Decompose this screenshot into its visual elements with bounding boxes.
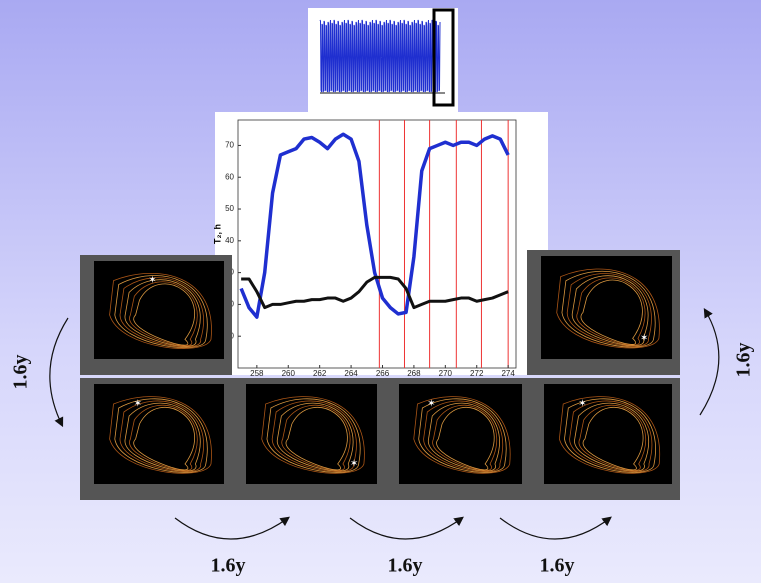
- step-label: 1.6y: [733, 343, 755, 378]
- attractor-curve: [561, 270, 656, 348]
- series-line: [241, 275, 509, 310]
- state-star: ✶: [578, 399, 586, 410]
- y-tick-label: 50: [225, 204, 234, 213]
- attractor-curve: [124, 279, 201, 347]
- state-star: ✶: [350, 459, 358, 470]
- state-star: ✶: [427, 399, 435, 410]
- attractor-curve: [413, 396, 511, 474]
- attractor-curve: [556, 268, 660, 349]
- attractor-curve: [428, 402, 500, 472]
- attractor-curve: [133, 406, 195, 471]
- state-star: ✶: [134, 399, 142, 410]
- step-label: 1.6y: [10, 355, 32, 390]
- arrows: [49, 307, 720, 540]
- x-tick-label: 260: [282, 369, 296, 378]
- y-tick-label: 40: [225, 236, 234, 245]
- attractor-curve: [582, 406, 644, 471]
- attractor-curve: [119, 277, 204, 348]
- attractor-curve: [271, 400, 357, 472]
- attractor-curve: [133, 283, 195, 346]
- attractor-curve: [114, 275, 208, 349]
- attractor-curve: [277, 402, 354, 472]
- attractor-curve: [266, 398, 361, 473]
- attractor-curve: [423, 400, 503, 472]
- attractor-curve: [129, 281, 198, 347]
- attractor-curve: [558, 396, 661, 474]
- x-tick-label: 272: [470, 369, 484, 378]
- attractor-curve: [109, 273, 212, 349]
- attractor-curve: [432, 404, 497, 471]
- attractor-curve: [569, 400, 653, 472]
- x-tick-label: 266: [376, 369, 390, 378]
- step-label: 1.6y: [211, 555, 246, 577]
- x-tick-label: 268: [407, 369, 421, 378]
- state-star: ✶: [640, 333, 648, 344]
- chart-background: [215, 112, 548, 375]
- series-line: [239, 132, 510, 319]
- attractor-curve: [436, 406, 495, 471]
- attractor-curve: [418, 398, 507, 473]
- chart: 2582602622642662682702722741020304050607…: [212, 119, 517, 387]
- x-tick-label: 264: [344, 369, 358, 378]
- y-axis-label: T₂, h: [212, 224, 222, 244]
- x-tick-label: 258: [250, 369, 264, 378]
- state-star: ✶: [148, 275, 156, 286]
- attractor-curve: [572, 275, 649, 346]
- attractor-curve: [129, 404, 198, 471]
- attractor-curve: [114, 398, 208, 473]
- x-tick-label: 274: [501, 369, 515, 378]
- attractor-curve: [124, 402, 201, 472]
- overview-plot: [308, 8, 458, 112]
- attractor-curve: [281, 404, 351, 471]
- attractor-curve: [580, 279, 643, 345]
- attractor-curve: [566, 273, 652, 347]
- attractor-curve: [119, 400, 204, 472]
- step-label: 1.6y: [388, 555, 423, 577]
- y-tick-label: 60: [225, 172, 234, 181]
- step-label: 1.6y: [540, 555, 575, 577]
- x-tick-label: 262: [313, 369, 327, 378]
- plot-area: [237, 119, 517, 369]
- y-tick-label: 70: [225, 141, 234, 150]
- x-tick-label: 270: [439, 369, 453, 378]
- attractor-curve: [574, 402, 650, 472]
- attractor-curve: [109, 396, 212, 474]
- attractor-curve: [261, 396, 365, 474]
- attractor-curve: [578, 404, 646, 471]
- attractor-curve: [564, 398, 656, 473]
- attractor-curve: [285, 406, 348, 471]
- attractor-panels: ✶ ✶ ✶ ✶ ✶ ✶: [80, 250, 680, 500]
- attractor-curve: [576, 277, 646, 346]
